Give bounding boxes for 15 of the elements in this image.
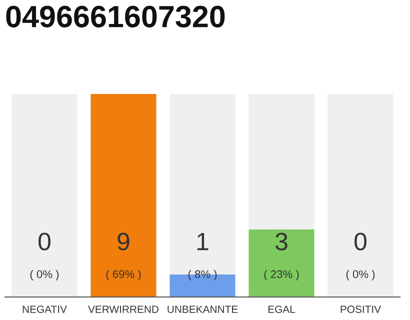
data-label: 1 <box>197 232 208 250</box>
x-tick-label: EGAL <box>268 306 296 313</box>
data-label: 9 <box>118 232 130 250</box>
annotation: ( 69% ) <box>106 270 141 280</box>
annotation: ( 0% ) <box>346 270 375 280</box>
x-tick-label: VERWIRREND <box>88 306 158 313</box>
annotation: ( 23% ) <box>264 270 299 280</box>
annotation: 0 <box>38 232 50 250</box>
data-label: 3 <box>276 232 288 250</box>
annotation: 0 <box>354 232 366 250</box>
x-tick-label: POSITIV <box>340 306 382 313</box>
x-tick-label: UNBEKANNTE <box>168 306 238 313</box>
chart-title: 0496661607320 <box>6 6 225 28</box>
x-tick-label: NEGATIV <box>22 306 67 313</box>
annotation: ( 0% ) <box>30 270 59 280</box>
